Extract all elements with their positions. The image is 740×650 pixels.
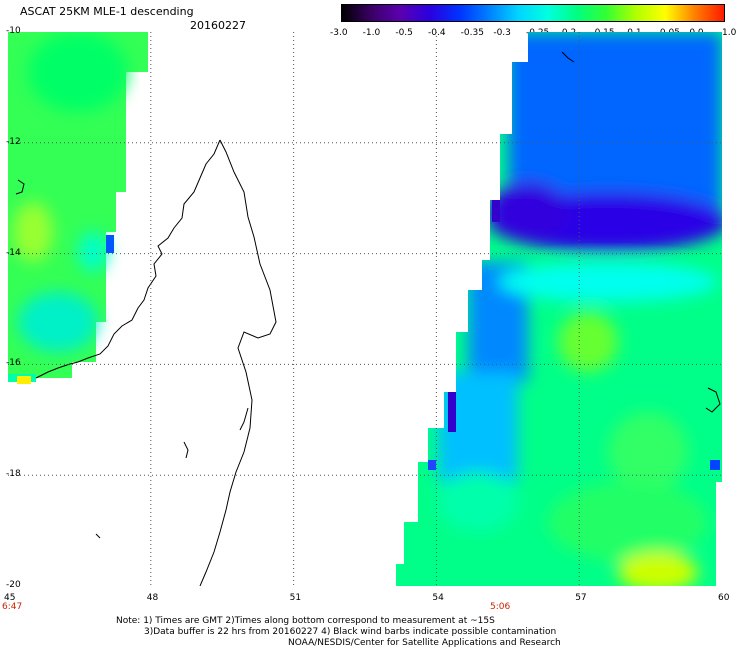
left-swath [8, 32, 148, 384]
lon-label: 48 [146, 593, 159, 603]
lat-label: -16 [6, 358, 21, 369]
time-center: 5:06 [490, 602, 511, 612]
time-left: 6:47 [2, 602, 23, 612]
lon-label: 54 [432, 593, 444, 603]
colorbar-label: -1.0 [362, 28, 381, 38]
note-line-3: NOAA/NESDIS/Center for Satellite Applica… [288, 638, 561, 648]
colorbar-label: -0.35 [460, 28, 484, 38]
map-date: 20160227 [190, 19, 246, 32]
colorbar [341, 4, 725, 22]
map-title: ASCAT 25KM MLE-1 descending [20, 5, 194, 18]
map-area [8, 32, 722, 586]
lon-label: 45 [4, 593, 16, 603]
colorbar-label: -0.5 [395, 28, 413, 38]
lat-label: -18 [6, 469, 21, 480]
lon-label: 60 [718, 593, 730, 603]
grid-lines [8, 32, 722, 586]
lat-label: -12 [6, 136, 21, 147]
colorbar-label: -0.3 [493, 28, 511, 38]
lat-label: -10 [6, 26, 21, 36]
lat-label: -14 [6, 247, 21, 258]
note-line-2: 3)Data buffer is 22 hrs from 20160227 4)… [144, 627, 557, 637]
lat-label: -20 [6, 580, 21, 590]
colorbar-label: -3.0 [330, 28, 348, 38]
islands [15, 51, 721, 539]
lon-label: 51 [289, 593, 302, 603]
coastline [35, 139, 277, 586]
lon-label: 57 [575, 593, 587, 603]
note-line-1: Note: 1) Times are GMT 2)Times along bot… [116, 616, 495, 626]
map-svg [8, 32, 722, 586]
right-swath [396, 32, 722, 586]
colorbar-label: 1.0 [722, 28, 737, 38]
